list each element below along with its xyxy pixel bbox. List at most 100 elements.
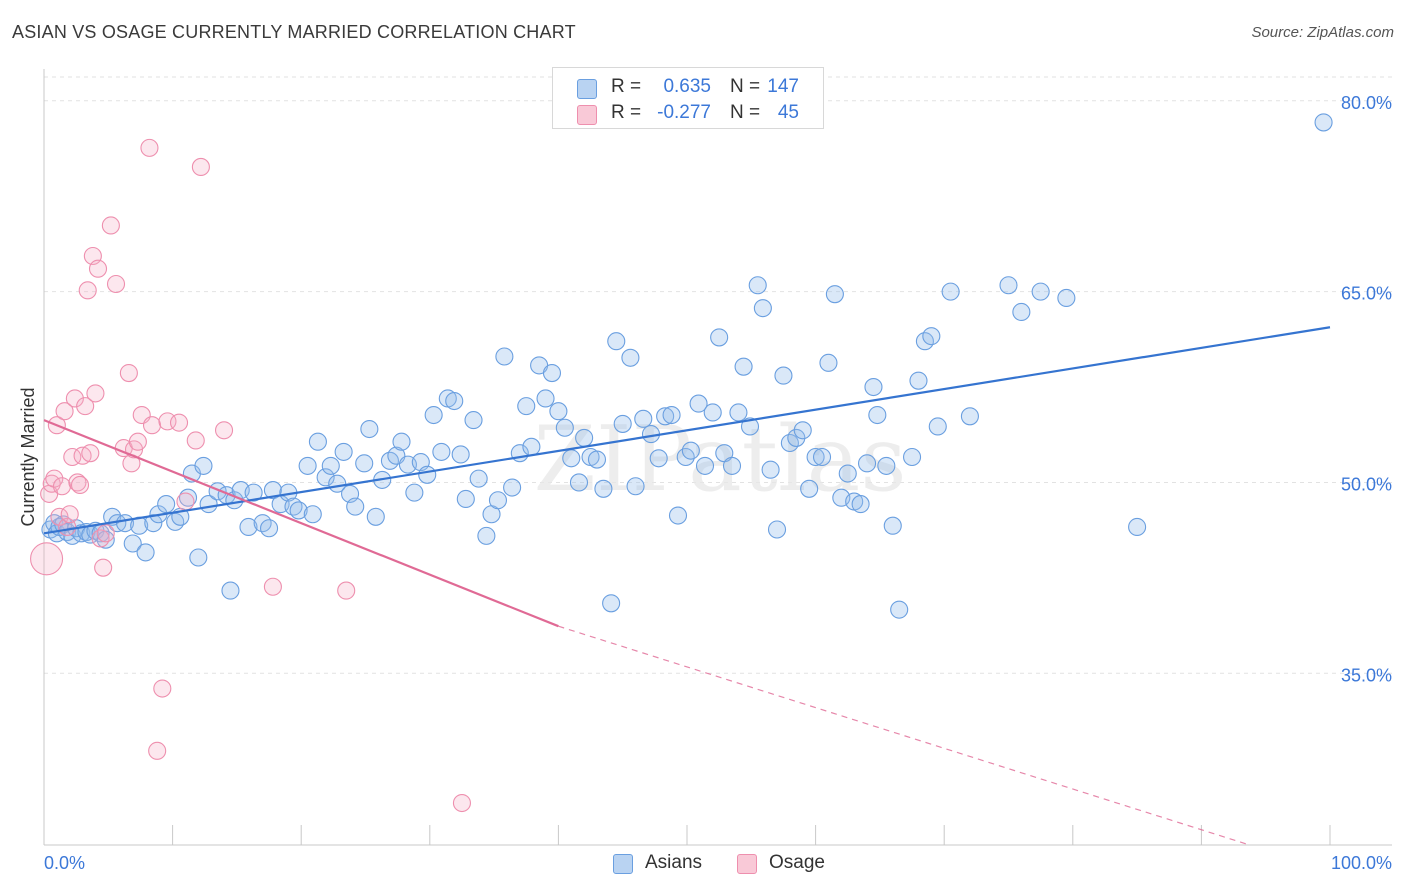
asians-point [157,495,176,514]
osage-point [128,432,147,451]
asians-point [1057,288,1076,308]
y-tick-label: 35.0% [1341,665,1392,685]
asians-n-value: 147 [767,76,799,97]
asians-point [787,428,806,447]
asians-point [851,495,870,514]
y-tick-label: 80.0% [1341,93,1392,113]
osage-point [45,469,64,488]
asians-point [445,391,464,411]
osage-point [70,475,90,495]
asians-point [767,520,787,539]
legend-n-label: N = [730,102,761,123]
asians-point [812,447,832,467]
asians-point [334,442,353,461]
legend-r-label: R = [611,102,642,123]
asians-r-value: 0.635 [663,76,711,97]
asians-point [366,507,385,526]
asians-point [517,397,536,416]
asians-point [800,479,819,498]
osage-point [119,363,138,383]
asians-point [424,405,443,425]
osage-legend-label: Osage [769,852,825,873]
osage-point [81,444,100,463]
asians-point [703,403,722,422]
osage-point [148,741,167,760]
osage-trend-line [43,419,559,628]
asians-point [689,394,708,413]
asians-point [451,445,470,464]
asians-point [649,449,668,468]
osage-point [337,581,356,600]
asians-point [542,363,562,383]
asians-point [495,347,514,366]
y-axis-label: Currently Married [18,387,38,526]
osage-point [452,793,472,813]
asians-point [469,469,488,488]
osage-point [42,474,61,493]
stats-legend: R = 0.635 N = 147 R = -0.277 N = 45 [552,67,824,129]
asians-point [263,481,282,500]
osage-point [101,216,120,235]
asians-point [753,299,772,318]
asians-point [536,389,555,408]
osage-point [94,558,113,577]
asians-swatch [577,79,597,99]
osage-point [96,524,115,543]
asians-point [221,581,240,600]
asians-point [259,519,279,538]
osage-point [169,413,189,432]
osage-point [142,416,162,435]
asians-point [922,327,941,346]
asians-point [825,285,844,304]
asians-point [464,411,483,430]
osage-points [30,138,472,813]
osage-point [214,421,234,440]
asians-point [662,405,681,425]
asians-point [656,407,675,426]
osage-r-value: -0.277 [657,102,711,123]
asians-point [857,454,877,473]
asians-point [941,282,960,301]
asians-point [1128,517,1147,537]
asians-point [123,534,142,553]
osage-n-value: 45 [777,102,799,123]
osage-point [65,389,84,408]
asians-point [316,468,335,487]
asians-point [607,332,626,351]
asians-point [928,417,947,436]
asians-point [793,421,812,440]
asians-point [734,357,753,376]
asians-point [432,442,451,461]
asians-point [1012,302,1031,322]
asians-point [405,483,424,502]
osage-swatch [577,105,597,125]
asians-point [189,548,208,567]
asians-point [321,456,340,475]
asians-point [864,377,883,397]
asians-point [868,405,887,425]
x-tick-label: 0.0% [44,853,85,873]
asians-point [722,456,742,475]
osage-point [158,412,177,431]
asians-point [761,460,780,479]
asians-point [999,276,1018,295]
asians-point [613,414,632,433]
asians-point [594,479,613,498]
asians-point [740,417,760,436]
asians-point [695,456,715,475]
osage-point [86,384,105,403]
asians-point [194,456,213,475]
osage-trend-extension [558,625,1250,846]
osage-point [55,402,74,421]
asians-legend-label: Asians [645,852,703,873]
asians-point [819,353,838,372]
asians-point [729,403,748,422]
asians-point [418,465,437,484]
asians-point [355,454,374,473]
asians-point [668,506,688,525]
osage-point [186,431,205,450]
asians-point [136,543,155,562]
asians-point [838,464,857,483]
osage-point [76,397,95,416]
